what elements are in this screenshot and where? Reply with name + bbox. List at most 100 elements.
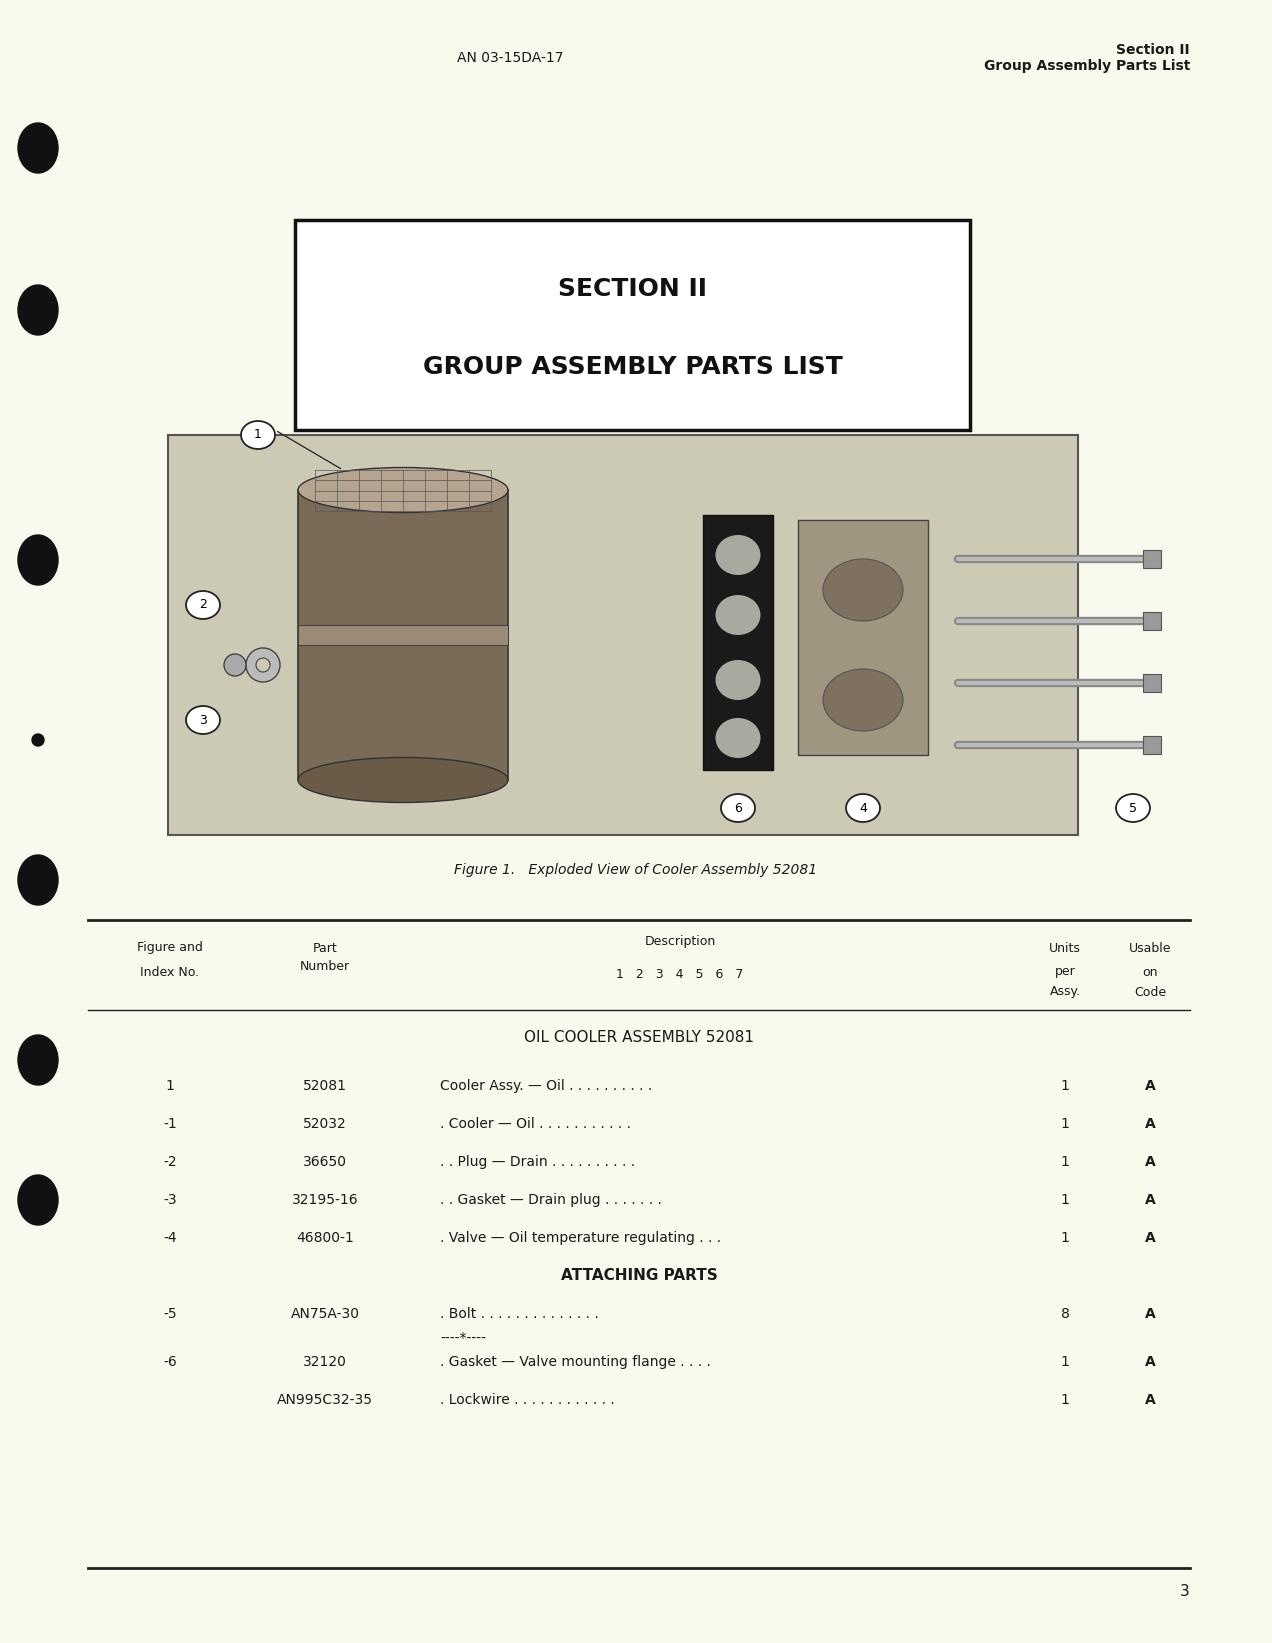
- Ellipse shape: [245, 647, 280, 682]
- Text: AN75A-30: AN75A-30: [290, 1306, 360, 1321]
- Ellipse shape: [715, 595, 761, 634]
- Text: -5: -5: [163, 1306, 177, 1321]
- Text: A: A: [1145, 1393, 1155, 1406]
- Bar: [1144, 550, 1161, 568]
- Ellipse shape: [18, 1035, 59, 1084]
- Text: A: A: [1145, 1193, 1155, 1208]
- Text: 32195-16: 32195-16: [291, 1193, 359, 1208]
- Ellipse shape: [715, 536, 761, 575]
- Ellipse shape: [823, 559, 903, 621]
- Text: . Bolt . . . . . . . . . . . . . .: . Bolt . . . . . . . . . . . . . .: [440, 1306, 599, 1321]
- Bar: [798, 519, 929, 756]
- Text: GROUP ASSEMBLY PARTS LIST: GROUP ASSEMBLY PARTS LIST: [422, 355, 842, 380]
- Text: 1: 1: [1061, 1355, 1070, 1369]
- Text: 52032: 52032: [303, 1117, 347, 1130]
- Text: A: A: [1145, 1117, 1155, 1130]
- Ellipse shape: [1116, 794, 1150, 822]
- Text: Description: Description: [645, 935, 716, 948]
- Text: A: A: [1145, 1306, 1155, 1321]
- Text: 8: 8: [1061, 1306, 1070, 1321]
- Text: Assy.: Assy.: [1049, 986, 1080, 999]
- Ellipse shape: [18, 536, 59, 585]
- Text: Index No.: Index No.: [140, 966, 200, 979]
- Ellipse shape: [224, 654, 245, 675]
- Text: 4: 4: [859, 802, 868, 815]
- Text: Figure 1.   Exploded View of Cooler Assembly 52081: Figure 1. Exploded View of Cooler Assemb…: [454, 863, 818, 877]
- Text: . . Gasket — Drain plug . . . . . . .: . . Gasket — Drain plug . . . . . . .: [440, 1193, 661, 1208]
- Ellipse shape: [298, 468, 508, 513]
- Text: 36650: 36650: [303, 1155, 347, 1170]
- Bar: [1144, 736, 1161, 754]
- Ellipse shape: [240, 421, 275, 449]
- Ellipse shape: [715, 660, 761, 700]
- Text: Usable: Usable: [1128, 941, 1172, 955]
- Ellipse shape: [186, 706, 220, 734]
- Text: OIL COOLER ASSEMBLY 52081: OIL COOLER ASSEMBLY 52081: [524, 1030, 754, 1045]
- Text: on: on: [1142, 966, 1158, 979]
- Text: 32120: 32120: [303, 1355, 347, 1369]
- Text: -6: -6: [163, 1355, 177, 1369]
- Text: Number: Number: [300, 961, 350, 974]
- Text: 46800-1: 46800-1: [296, 1231, 354, 1245]
- Text: Section II: Section II: [1117, 43, 1191, 58]
- Text: 1: 1: [1061, 1231, 1070, 1245]
- Text: Figure and: Figure and: [137, 941, 204, 955]
- Text: 3: 3: [1180, 1584, 1191, 1600]
- Text: 1: 1: [1061, 1079, 1070, 1093]
- Text: ATTACHING PARTS: ATTACHING PARTS: [561, 1268, 717, 1283]
- Ellipse shape: [715, 718, 761, 757]
- Text: per: per: [1054, 966, 1075, 979]
- Bar: [298, 624, 508, 646]
- Ellipse shape: [823, 669, 903, 731]
- Text: ----*----: ----*----: [440, 1331, 486, 1346]
- Text: 1   2   3   4   5   6   7: 1 2 3 4 5 6 7: [617, 968, 744, 981]
- Text: 1: 1: [254, 429, 262, 442]
- Text: 6: 6: [734, 802, 742, 815]
- Text: AN 03-15DA-17: AN 03-15DA-17: [457, 51, 563, 66]
- Text: AN995C32-35: AN995C32-35: [277, 1393, 373, 1406]
- Bar: [703, 514, 773, 771]
- Text: -4: -4: [163, 1231, 177, 1245]
- Text: Group Assembly Parts List: Group Assembly Parts List: [983, 59, 1191, 72]
- Ellipse shape: [18, 284, 59, 335]
- Text: A: A: [1145, 1231, 1155, 1245]
- Text: -1: -1: [163, 1117, 177, 1130]
- Text: . Gasket — Valve mounting flange . . . .: . Gasket — Valve mounting flange . . . .: [440, 1355, 711, 1369]
- Text: . Lockwire . . . . . . . . . . . .: . Lockwire . . . . . . . . . . . .: [440, 1393, 614, 1406]
- Ellipse shape: [298, 757, 508, 802]
- Text: 2: 2: [198, 598, 207, 611]
- Text: 5: 5: [1130, 802, 1137, 815]
- Text: 1: 1: [1061, 1117, 1070, 1130]
- Ellipse shape: [256, 657, 270, 672]
- Ellipse shape: [186, 591, 220, 619]
- Text: Part: Part: [313, 941, 337, 955]
- Text: A: A: [1145, 1355, 1155, 1369]
- Text: 1: 1: [1061, 1193, 1070, 1208]
- Ellipse shape: [721, 794, 756, 822]
- Ellipse shape: [846, 794, 880, 822]
- Bar: [168, 435, 1077, 835]
- Text: A: A: [1145, 1079, 1155, 1093]
- Text: -2: -2: [163, 1155, 177, 1170]
- Ellipse shape: [18, 1175, 59, 1226]
- Text: 1: 1: [165, 1079, 174, 1093]
- Bar: [1144, 674, 1161, 692]
- Text: 52081: 52081: [303, 1079, 347, 1093]
- Text: . . Plug — Drain . . . . . . . . . .: . . Plug — Drain . . . . . . . . . .: [440, 1155, 635, 1170]
- Ellipse shape: [18, 854, 59, 905]
- Bar: [295, 220, 971, 430]
- Text: 1: 1: [1061, 1155, 1070, 1170]
- Ellipse shape: [32, 734, 45, 746]
- Ellipse shape: [18, 123, 59, 173]
- Text: SECTION II: SECTION II: [558, 278, 707, 301]
- Text: A: A: [1145, 1155, 1155, 1170]
- Text: 3: 3: [198, 713, 207, 726]
- Text: Code: Code: [1133, 986, 1166, 999]
- Text: -3: -3: [163, 1193, 177, 1208]
- Text: . Cooler — Oil . . . . . . . . . . .: . Cooler — Oil . . . . . . . . . . .: [440, 1117, 631, 1130]
- Text: Cooler Assy. — Oil . . . . . . . . . .: Cooler Assy. — Oil . . . . . . . . . .: [440, 1079, 653, 1093]
- Text: . Valve — Oil temperature regulating . . .: . Valve — Oil temperature regulating . .…: [440, 1231, 721, 1245]
- Text: Units: Units: [1049, 941, 1081, 955]
- Bar: [1144, 611, 1161, 629]
- Bar: [298, 490, 508, 780]
